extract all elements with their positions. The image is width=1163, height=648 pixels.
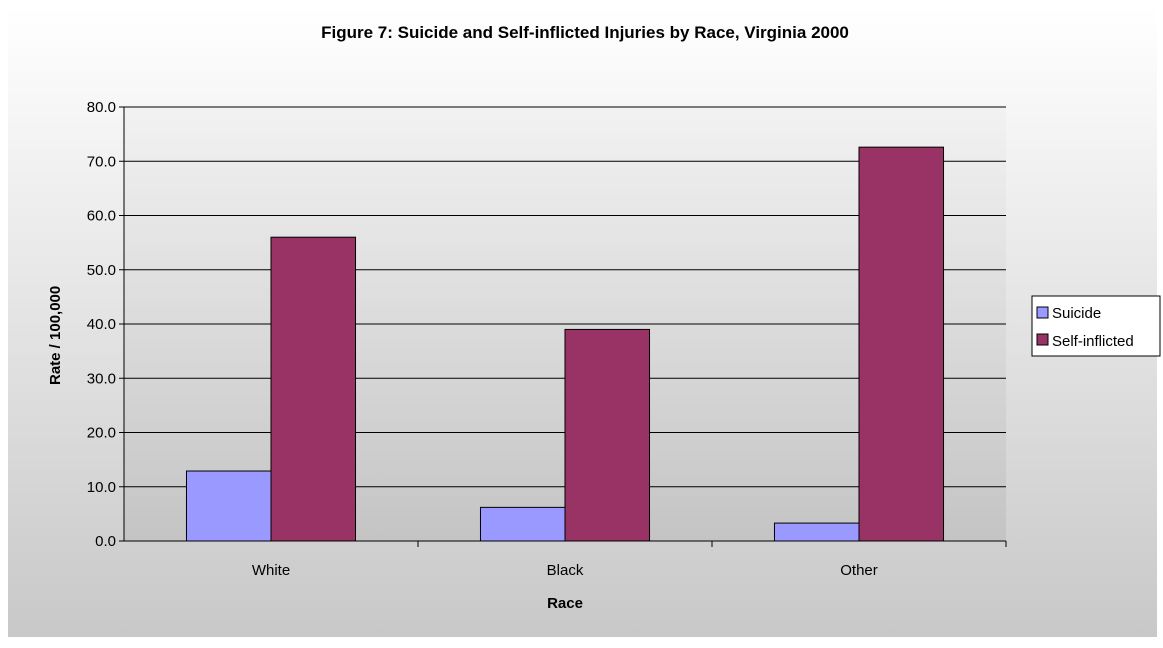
- y-tick-label: 20.0: [87, 425, 116, 442]
- y-tick-label: 10.0: [87, 479, 116, 496]
- x-tick-label: Other: [840, 562, 878, 579]
- bar-self-inflicted-white: [270, 236, 357, 542]
- bar-suicide-black: [479, 506, 566, 542]
- bar-suicide-other: [773, 522, 860, 542]
- axes: [119, 106, 1007, 547]
- legend: Suicide Self-inflicted: [1031, 295, 1161, 357]
- y-tick-label: 30.0: [87, 370, 116, 387]
- y-tick-label: 0.0: [95, 533, 116, 550]
- y-tick-label: 80.0: [87, 99, 116, 116]
- bar-self-inflicted-other: [858, 146, 945, 542]
- tick-labels: 0.0 10.0 20.0 30.0 40.0 50.0 60.0 70.0 80.0 White…: [87, 99, 878, 579]
- y-axis-label: Rate / 100,000: [47, 286, 64, 385]
- legend-box: [1031, 295, 1161, 357]
- y-tick-label: 60.0: [87, 208, 116, 225]
- legend-label-suicide: Suicide: [1052, 305, 1101, 322]
- x-tick-label: Black: [547, 562, 584, 579]
- y-tick-label: 50.0: [87, 262, 116, 279]
- bar-self-inflicted-black: [564, 328, 651, 542]
- bar-suicide-white: [185, 470, 272, 542]
- y-tick-label: 70.0: [87, 153, 116, 170]
- chart-title: Figure 7: Suicide and Self-inflicted Inj…: [321, 23, 849, 42]
- y-tick-label: 40.0: [87, 316, 116, 333]
- x-tick-label: White: [252, 562, 290, 579]
- legend-swatch-self-inflicted: [1036, 333, 1049, 346]
- legend-swatch-suicide: [1036, 306, 1049, 319]
- x-axis-label: Race: [547, 595, 583, 612]
- bars: [185, 146, 945, 542]
- legend-label-self-inflicted: Self-inflicted: [1052, 333, 1134, 350]
